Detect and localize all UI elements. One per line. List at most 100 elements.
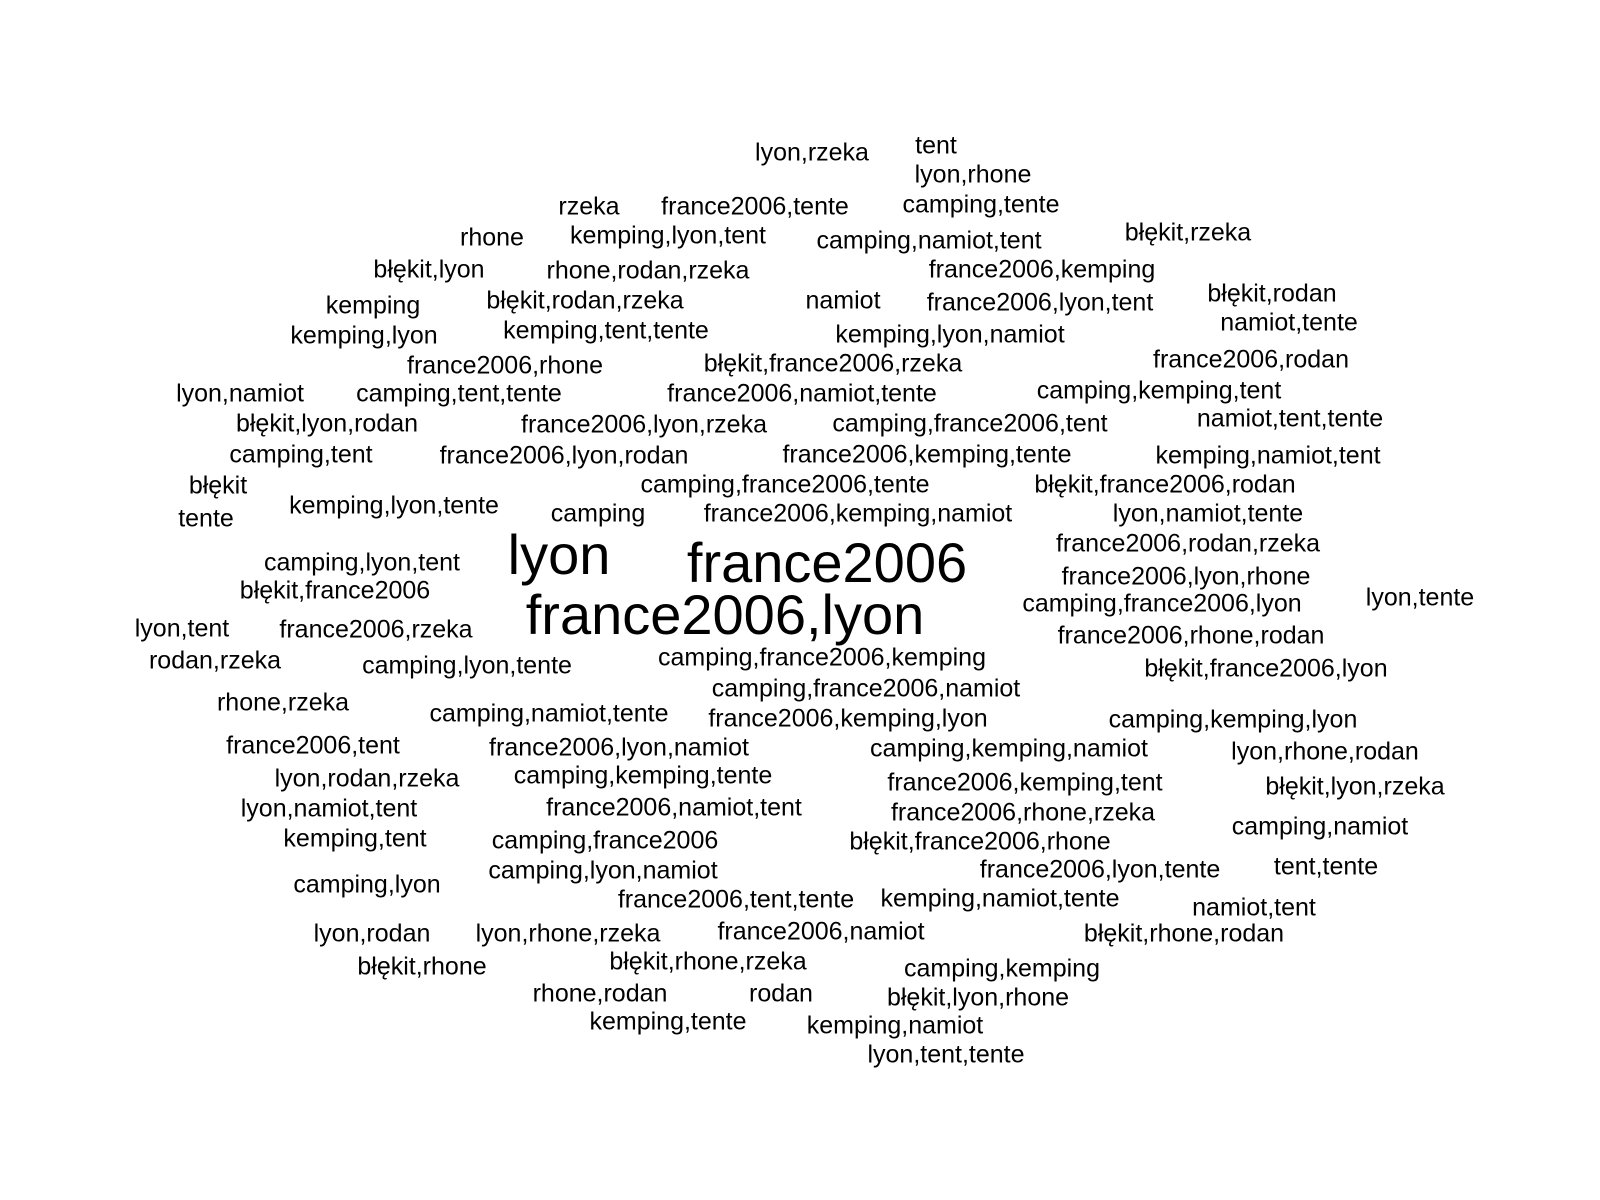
cloud-word-camping-kemping: camping,kemping	[904, 954, 1100, 983]
cloud-word-kemping-namiot-tent: kemping,namiot,tent	[1155, 441, 1381, 470]
cloud-word-kemping-tent: kemping,tent	[283, 824, 427, 853]
cloud-word-tent-tente: tent,tente	[1273, 852, 1379, 881]
cloud-word-kemping-lyon-namiot: kemping,lyon,namiot	[835, 320, 1065, 349]
cloud-word-france2006-rodan-rzeka: france2006,rodan,rzeka	[1055, 529, 1321, 558]
cloud-word-lyon-rhone-rzeka: lyon,rhone,rzeka	[475, 919, 661, 948]
cloud-word-camping-namiot-tente: camping,namiot,tente	[429, 699, 669, 728]
cloud-word-france2006-lyon-tente: france2006,lyon,tente	[979, 855, 1221, 884]
cloud-word-kemping-namiot-tente: kemping,namiot,tente	[880, 884, 1120, 913]
cloud-word-blekit-france2006-rodan: błękit,france2006,rodan	[1034, 470, 1296, 499]
cloud-word-camping-france2006-tente: camping,france2006,tente	[640, 470, 930, 499]
cloud-word-camping-lyon-tente: camping,lyon,tente	[362, 651, 572, 680]
cloud-word-camping-lyon-tent: camping,lyon,tent	[264, 548, 460, 577]
cloud-word-rhone-rodan-rzeka: rhone,rodan,rzeka	[546, 256, 750, 285]
cloud-word-france2006-lyon: france2006,lyon	[525, 583, 925, 646]
cloud-word-lyon-rodan: lyon,rodan	[313, 919, 431, 948]
cloud-word-blekit-lyon-rzeka: błękit,lyon,rzeka	[1265, 772, 1445, 801]
cloud-word-camping-namiot-tent: camping,namiot,tent	[816, 226, 1042, 255]
cloud-word-blekit-rodan-rzeka: błękit,rodan,rzeka	[486, 286, 684, 315]
cloud-word-camping-tente: camping,tente	[902, 190, 1060, 219]
cloud-word-camping-lyon-namiot: camping,lyon,namiot	[488, 856, 718, 885]
cloud-word-lyon-tent: lyon,tent	[134, 614, 230, 643]
cloud-word-france2006-tente: france2006,tente	[661, 192, 849, 221]
cloud-word-lyon-rodan-rzeka: lyon,rodan,rzeka	[274, 764, 460, 793]
cloud-word-france2006-kemping: france2006,kemping	[928, 255, 1156, 284]
cloud-word-kemping-tente: kemping,tente	[589, 1007, 747, 1036]
cloud-word-france2006-rodan: france2006,rodan	[1153, 345, 1349, 374]
cloud-word-france2006-lyon-rzeka: france2006,lyon,rzeka	[521, 410, 767, 439]
cloud-word-rhone: rhone	[460, 223, 524, 252]
cloud-word-camping-kemping-tent: camping,kemping,tent	[1036, 376, 1282, 405]
cloud-word-france2006-lyon-tent: france2006,lyon,tent	[926, 288, 1154, 317]
cloud-word-lyon: lyon	[507, 523, 611, 586]
cloud-word-camping-france2006-kemping: camping,france2006,kemping	[658, 643, 986, 672]
cloud-word-blekit-france2006: błękit,france2006	[239, 576, 431, 605]
cloud-word-kemping-tent-tente: kemping,tent,tente	[503, 316, 709, 345]
cloud-word-camping-lyon: camping,lyon	[293, 870, 441, 899]
cloud-word-lyon-namiot-tent: lyon,namiot,tent	[240, 794, 418, 823]
cloud-word-blekit-lyon-rhone: błękit,lyon,rhone	[886, 983, 1070, 1012]
cloud-word-france2006-rhone-rodan: france2006,rhone,rodan	[1057, 621, 1325, 650]
cloud-word-lyon-rhone: lyon,rhone	[914, 160, 1032, 189]
cloud-word-camping-france2006-lyon: camping,france2006,lyon	[1022, 589, 1302, 618]
cloud-word-blekit-rhone-rzeka: błękit,rhone,rzeka	[609, 947, 807, 976]
cloud-word-camping: camping	[550, 499, 646, 528]
cloud-word-france2006-tent-tente: france2006,tent,tente	[617, 885, 855, 914]
cloud-word-tent: tent	[915, 131, 957, 160]
cloud-word-france2006-kemping-namiot: france2006,kemping,namiot	[703, 499, 1013, 528]
cloud-word-france2006-namiot: france2006,namiot	[717, 917, 925, 946]
cloud-word-kemping-lyon: kemping,lyon	[290, 321, 438, 350]
cloud-word-lyon-tent-tente: lyon,tent,tente	[867, 1040, 1025, 1069]
cloud-word-france2006-rhone: france2006,rhone	[407, 351, 603, 380]
cloud-word-namiot: namiot	[805, 286, 881, 315]
cloud-word-kemping-namiot: kemping,namiot	[806, 1011, 984, 1040]
cloud-word-camping-kemping-namiot: camping,kemping,namiot	[870, 734, 1148, 763]
cloud-word-blekit-rhone: błękit,rhone	[357, 952, 487, 981]
cloud-word-france2006-kemping-tente: france2006,kemping,tente	[782, 440, 1072, 469]
cloud-word-kemping: kemping	[325, 291, 421, 320]
cloud-word-rodan-rzeka: rodan,rzeka	[148, 646, 282, 675]
cloud-word-camping-france2006-namiot: camping,france2006,namiot	[711, 674, 1021, 703]
cloud-word-france2006-rzeka: france2006,rzeka	[279, 615, 473, 644]
cloud-word-france2006-namiot-tente: france2006,namiot,tente	[667, 379, 937, 408]
cloud-word-blekit-rhone-rodan: błękit,rhone,rodan	[1083, 919, 1285, 948]
cloud-word-blekit-lyon: błękit,lyon	[373, 255, 485, 284]
cloud-word-blekit-rodan: błękit,rodan	[1207, 279, 1337, 308]
cloud-word-camping-france2006: camping,france2006	[491, 826, 719, 855]
cloud-word-blekit: błękit	[188, 471, 248, 500]
cloud-word-france2006-kemping-tent: france2006,kemping,tent	[887, 768, 1163, 797]
cloud-word-blekit-france2006-rhone: błękit,france2006,rhone	[849, 827, 1111, 856]
cloud-word-france2006-rhone-rzeka: france2006,rhone,rzeka	[890, 798, 1156, 827]
cloud-word-lyon-tente: lyon,tente	[1365, 583, 1475, 612]
cloud-word-rodan: rodan	[749, 979, 813, 1008]
cloud-word-lyon-rzeka: lyon,rzeka	[755, 138, 869, 167]
cloud-word-camping-kemping-tente: camping,kemping,tente	[513, 761, 773, 790]
cloud-word-france2006-lyon-rhone: france2006,lyon,rhone	[1061, 562, 1311, 591]
cloud-word-lyon-namiot-tente: lyon,namiot,tente	[1112, 499, 1304, 528]
cloud-word-camping-tent-tente: camping,tent,tente	[356, 379, 562, 408]
cloud-word-namiot-tent-tente: namiot,tent,tente	[1196, 404, 1384, 433]
cloud-word-namiot-tent: namiot,tent	[1192, 893, 1316, 922]
cloud-word-namiot-tente: namiot,tente	[1220, 308, 1358, 337]
cloud-word-france2006: france2006	[686, 531, 968, 594]
cloud-word-blekit-france2006-lyon: błękit,france2006,lyon	[1144, 654, 1388, 683]
cloud-word-blekit-france2006-rzeka: błękit,france2006,rzeka	[703, 349, 963, 378]
cloud-word-rhone-rzeka: rhone,rzeka	[216, 688, 350, 717]
cloud-word-camping-namiot: camping,namiot	[1231, 812, 1409, 841]
cloud-word-kemping-lyon-tente: kemping,lyon,tente	[289, 491, 499, 520]
cloud-word-france2006-lyon-namiot: france2006,lyon,namiot	[489, 733, 749, 762]
cloud-word-blekit-rzeka: błękit,rzeka	[1124, 218, 1252, 247]
cloud-word-france2006-lyon-rodan: france2006,lyon,rodan	[439, 441, 689, 470]
cloud-word-lyon-namiot: lyon,namiot	[176, 379, 304, 408]
cloud-word-camping-kemping-lyon: camping,kemping,lyon	[1108, 705, 1358, 734]
cloud-word-blekit-lyon-rodan: błękit,lyon,rodan	[235, 409, 419, 438]
cloud-word-france2006-namiot-tent: france2006,namiot,tent	[546, 793, 802, 822]
cloud-word-kemping-lyon-tent: kemping,lyon,tent	[570, 221, 766, 250]
cloud-word-rzeka: rzeka	[558, 192, 620, 221]
cloud-word-camping-france2006-tent: camping,france2006,tent	[832, 409, 1108, 438]
cloud-word-france2006-kemping-lyon: france2006,kemping,lyon	[708, 704, 988, 733]
cloud-word-lyon-rhone-rodan: lyon,rhone,rodan	[1231, 737, 1419, 766]
cloud-word-france2006-tent: france2006,tent	[226, 731, 400, 760]
cloud-word-tente: tente	[178, 504, 234, 533]
